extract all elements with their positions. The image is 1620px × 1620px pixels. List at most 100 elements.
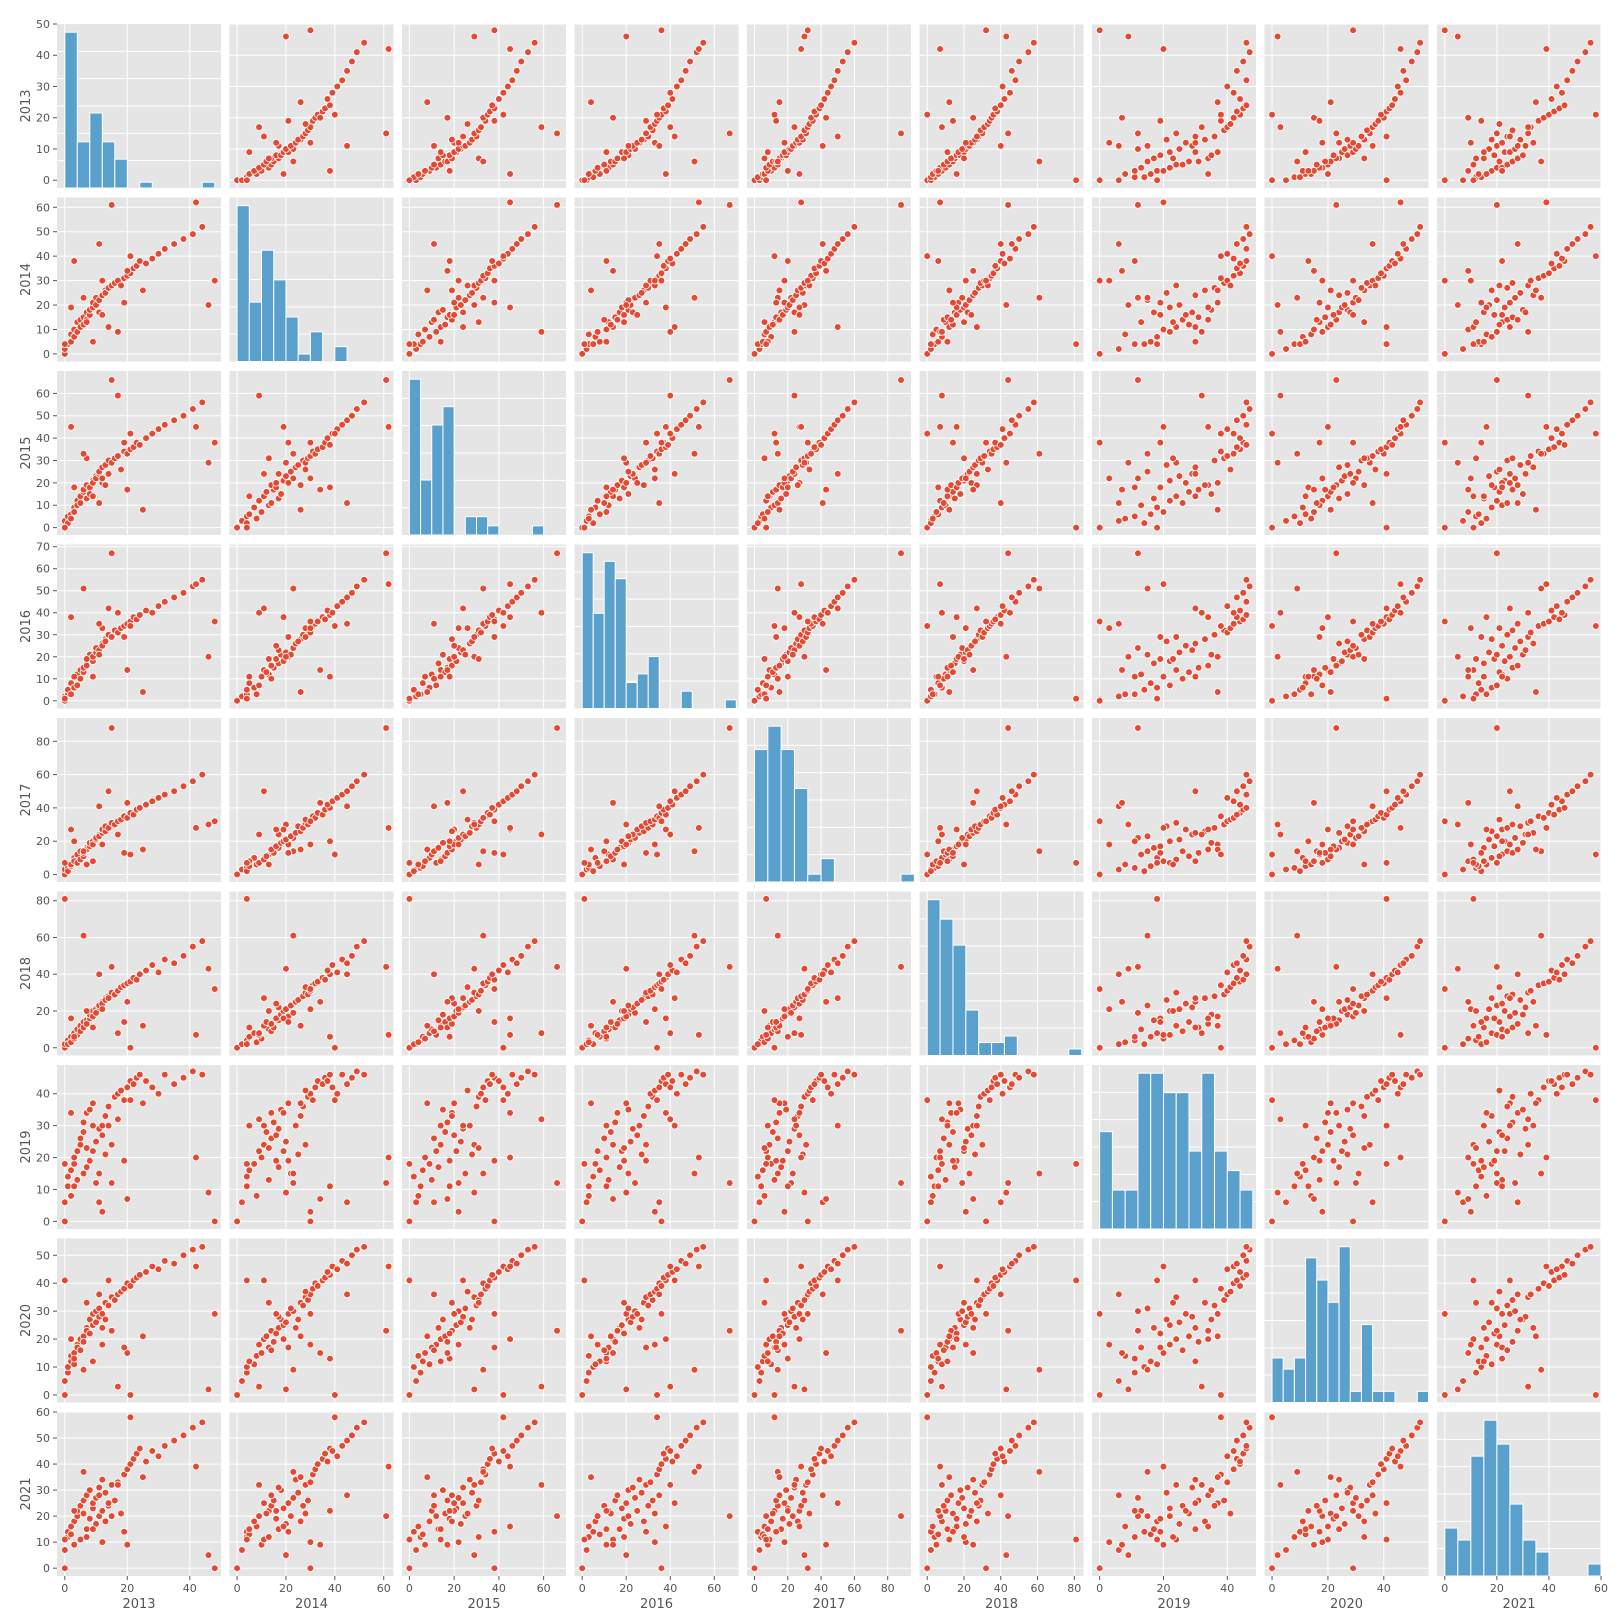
- scatter-point: [943, 1121, 952, 1130]
- scatter-point: [245, 148, 254, 156]
- scatter-point: [306, 985, 315, 993]
- scatter-point: [780, 624, 789, 632]
- scatter-point: [956, 490, 965, 498]
- scatter-point: [1490, 1014, 1499, 1023]
- scatter-point: [61, 895, 69, 903]
- scatter-point: [1159, 824, 1168, 832]
- scatter-point: [499, 1083, 508, 1092]
- scatter-point: [1506, 604, 1514, 613]
- scatter-point: [1217, 1043, 1225, 1052]
- scatter-point: [1095, 1043, 1104, 1052]
- scatter-point: [95, 650, 103, 659]
- scatter-point: [353, 942, 361, 951]
- scatter-point: [1185, 157, 1193, 166]
- scatter-point: [537, 608, 546, 617]
- scatter-point: [780, 1340, 789, 1349]
- scatter-point: [666, 1115, 675, 1124]
- scatter-point: [1349, 138, 1357, 147]
- scatter-point: [1239, 589, 1248, 597]
- scatter-point: [1030, 398, 1038, 407]
- scatter-point: [788, 650, 797, 659]
- scatter-point: [432, 681, 441, 690]
- scatter-point: [1301, 857, 1310, 865]
- histogram-bar: [581, 552, 594, 710]
- scatter-point: [1169, 454, 1177, 463]
- scatter-point: [443, 267, 452, 275]
- scatter-point: [296, 1332, 305, 1341]
- scatter-point: [98, 1324, 107, 1332]
- histogram-bar: [431, 424, 444, 536]
- scatter-point: [1490, 311, 1499, 319]
- scatter-point: [154, 1089, 163, 1098]
- scatter-point: [306, 138, 315, 147]
- scatter-point: [189, 1067, 197, 1076]
- scatter-point: [1130, 340, 1139, 348]
- scatter-point: [331, 1096, 339, 1104]
- scatter-point: [1204, 825, 1212, 834]
- scatter-point: [1524, 458, 1532, 467]
- scatter-point: [797, 1153, 805, 1162]
- scatter-point: [967, 311, 976, 319]
- scatter-point: [343, 959, 351, 968]
- scatter-point: [129, 1080, 138, 1088]
- panel-2020-vs-2017: [747, 1238, 911, 1403]
- scatter-point: [637, 289, 646, 297]
- scatter-point: [620, 1298, 628, 1307]
- scatter-point: [1210, 630, 1219, 639]
- scatter-point: [1134, 145, 1142, 153]
- scatter-point: [1130, 167, 1139, 175]
- scatter-point: [600, 499, 609, 507]
- scatter-point: [686, 782, 694, 791]
- scatter-point: [382, 963, 390, 971]
- scatter-point: [267, 1346, 276, 1355]
- scatter-point: [114, 328, 122, 336]
- scatter-point: [1329, 1156, 1338, 1165]
- scatter-point: [192, 198, 200, 207]
- y-tick-label: 20: [36, 112, 50, 125]
- scatter-point: [1508, 626, 1517, 635]
- scatter-point: [1516, 461, 1525, 469]
- scatter-point: [1115, 1040, 1123, 1048]
- scatter-point: [1469, 1160, 1478, 1168]
- scatter-point: [936, 580, 944, 588]
- scatter-point: [1467, 474, 1475, 483]
- scatter-point: [1508, 279, 1517, 287]
- scatter-point: [1493, 724, 1501, 732]
- scatter-point: [971, 637, 979, 646]
- scatter-point: [651, 474, 659, 483]
- scatter-point: [934, 257, 943, 265]
- scatter-point: [1146, 1032, 1155, 1041]
- scatter-point: [70, 1032, 78, 1041]
- scatter-point: [82, 1298, 91, 1307]
- scatter-point: [553, 963, 561, 971]
- scatter-point: [1495, 1086, 1504, 1095]
- scatter-point: [160, 1257, 169, 1265]
- scatter-point: [238, 1377, 246, 1385]
- scatter-point: [517, 1251, 526, 1260]
- scatter-point: [1242, 770, 1251, 779]
- scatter-point: [1464, 1034, 1473, 1043]
- scatter-point: [1035, 847, 1044, 855]
- scatter-point: [443, 998, 452, 1006]
- scatter-point: [677, 1070, 686, 1079]
- histogram-bar: [531, 525, 545, 536]
- y-tick-label: 10: [36, 323, 50, 336]
- scatter-point: [382, 129, 390, 138]
- scatter-point: [780, 276, 789, 285]
- scatter-point: [1542, 423, 1551, 431]
- scatter-point: [659, 262, 668, 270]
- scatter-point: [524, 777, 532, 786]
- scatter-point: [938, 391, 946, 400]
- scatter-point: [602, 148, 611, 156]
- scatter-point: [850, 1070, 859, 1079]
- scatter-point: [770, 1176, 779, 1184]
- scatter-point: [585, 1192, 593, 1200]
- scatter-point: [1513, 970, 1522, 979]
- scatter-point: [823, 961, 832, 969]
- scatter-point: [1105, 840, 1114, 849]
- histogram-bar: [724, 699, 737, 709]
- scatter-point: [1545, 269, 1553, 278]
- scatter-point: [798, 1315, 807, 1324]
- scatter-point: [1513, 1020, 1522, 1028]
